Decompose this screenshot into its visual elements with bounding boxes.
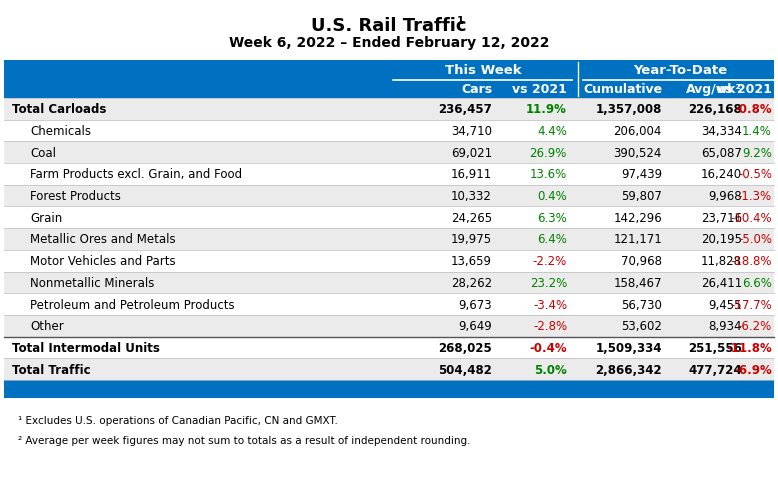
Text: 477,724: 477,724 xyxy=(689,363,742,376)
Text: 53,602: 53,602 xyxy=(621,320,662,333)
Text: Total Intermodal Units: Total Intermodal Units xyxy=(12,341,159,354)
Text: 1.4%: 1.4% xyxy=(742,125,772,138)
Text: 6.3%: 6.3% xyxy=(538,211,567,224)
Text: 121,171: 121,171 xyxy=(613,233,662,246)
Text: 26,411: 26,411 xyxy=(701,276,742,289)
Text: 9,968: 9,968 xyxy=(709,190,742,203)
Text: Chemicals: Chemicals xyxy=(30,125,91,138)
Text: 13,659: 13,659 xyxy=(451,255,492,268)
Text: Petroleum and Petroleum Products: Petroleum and Petroleum Products xyxy=(30,298,235,311)
Text: 23,716: 23,716 xyxy=(701,211,742,224)
Text: Year-To-Date: Year-To-Date xyxy=(633,64,727,77)
Text: 65,087: 65,087 xyxy=(701,146,742,159)
Text: vs 2021: vs 2021 xyxy=(717,84,772,96)
Text: Farm Products excl. Grain, and Food: Farm Products excl. Grain, and Food xyxy=(30,168,242,181)
Text: Other: Other xyxy=(30,320,64,333)
Text: 34,710: 34,710 xyxy=(451,125,492,138)
Text: 16,240: 16,240 xyxy=(701,168,742,181)
Text: 1,509,334: 1,509,334 xyxy=(595,341,662,354)
Text: 70,968: 70,968 xyxy=(621,255,662,268)
Text: 251,556: 251,556 xyxy=(688,341,742,354)
Text: 59,807: 59,807 xyxy=(621,190,662,203)
Text: vs 2021: vs 2021 xyxy=(512,84,567,96)
Text: -11.8%: -11.8% xyxy=(726,341,772,354)
Text: 69,021: 69,021 xyxy=(451,146,492,159)
Text: 9,455: 9,455 xyxy=(709,298,742,311)
Text: 9,673: 9,673 xyxy=(458,298,492,311)
Text: Forest Products: Forest Products xyxy=(30,190,121,203)
Text: Cumulative: Cumulative xyxy=(583,84,662,96)
Text: 6.4%: 6.4% xyxy=(537,233,567,246)
Text: -10.4%: -10.4% xyxy=(731,211,772,224)
Text: Coal: Coal xyxy=(30,146,56,159)
Text: -5.0%: -5.0% xyxy=(738,233,772,246)
Text: 6.6%: 6.6% xyxy=(742,276,772,289)
Text: 9.2%: 9.2% xyxy=(742,146,772,159)
Text: -0.4%: -0.4% xyxy=(529,341,567,354)
Text: 5.0%: 5.0% xyxy=(534,363,567,376)
Text: -2.2%: -2.2% xyxy=(533,255,567,268)
Text: -17.7%: -17.7% xyxy=(731,298,772,311)
Text: 24,265: 24,265 xyxy=(451,211,492,224)
Text: Total Traffic: Total Traffic xyxy=(12,363,90,376)
Text: 158,467: 158,467 xyxy=(614,276,662,289)
Text: -18.8%: -18.8% xyxy=(731,255,772,268)
Text: 23.2%: 23.2% xyxy=(530,276,567,289)
Text: U.S. Rail Traffic: U.S. Rail Traffic xyxy=(311,17,467,35)
Text: 2,866,342: 2,866,342 xyxy=(595,363,662,376)
Text: 9,649: 9,649 xyxy=(458,320,492,333)
Text: 56,730: 56,730 xyxy=(621,298,662,311)
Text: 28,262: 28,262 xyxy=(451,276,492,289)
Text: Metallic Ores and Metals: Metallic Ores and Metals xyxy=(30,233,176,246)
Text: 8,934: 8,934 xyxy=(709,320,742,333)
Text: 13.6%: 13.6% xyxy=(530,168,567,181)
Text: -1.3%: -1.3% xyxy=(738,190,772,203)
Text: 10,332: 10,332 xyxy=(451,190,492,203)
Text: 236,457: 236,457 xyxy=(438,103,492,116)
Text: -6.9%: -6.9% xyxy=(734,363,772,376)
Text: 390,524: 390,524 xyxy=(614,146,662,159)
Text: Nonmetallic Minerals: Nonmetallic Minerals xyxy=(30,276,154,289)
Text: This Week: This Week xyxy=(445,64,522,77)
Text: 1: 1 xyxy=(457,16,464,26)
Text: 504,482: 504,482 xyxy=(438,363,492,376)
Text: Motor Vehicles and Parts: Motor Vehicles and Parts xyxy=(30,255,176,268)
Text: 268,025: 268,025 xyxy=(438,341,492,354)
Text: 4.4%: 4.4% xyxy=(537,125,567,138)
Text: ¹ Excludes U.S. operations of Canadian Pacific, CN and GMXT.: ¹ Excludes U.S. operations of Canadian P… xyxy=(18,415,338,425)
Text: Grain: Grain xyxy=(30,211,62,224)
Text: -3.4%: -3.4% xyxy=(533,298,567,311)
Text: 11.9%: 11.9% xyxy=(526,103,567,116)
Text: 20,195: 20,195 xyxy=(701,233,742,246)
Text: Cars: Cars xyxy=(461,84,492,96)
Text: 11,828: 11,828 xyxy=(701,255,742,268)
Text: Total Carloads: Total Carloads xyxy=(12,103,107,116)
Text: 206,004: 206,004 xyxy=(614,125,662,138)
Text: 0.4%: 0.4% xyxy=(538,190,567,203)
Text: 19,975: 19,975 xyxy=(451,233,492,246)
Text: -6.2%: -6.2% xyxy=(738,320,772,333)
Text: 97,439: 97,439 xyxy=(621,168,662,181)
Text: 1,357,008: 1,357,008 xyxy=(596,103,662,116)
Text: Avg/wk²: Avg/wk² xyxy=(686,84,742,96)
Text: 34,334: 34,334 xyxy=(701,125,742,138)
Text: 26.9%: 26.9% xyxy=(530,146,567,159)
Text: -2.8%: -2.8% xyxy=(533,320,567,333)
Text: 226,168: 226,168 xyxy=(689,103,742,116)
Text: Week 6, 2022 – Ended February 12, 2022: Week 6, 2022 – Ended February 12, 2022 xyxy=(229,36,549,50)
Text: 142,296: 142,296 xyxy=(613,211,662,224)
Text: -0.5%: -0.5% xyxy=(738,168,772,181)
Text: -0.8%: -0.8% xyxy=(734,103,772,116)
Text: ² Average per week figures may not sum to totals as a result of independent roun: ² Average per week figures may not sum t… xyxy=(18,435,471,445)
Text: 16,911: 16,911 xyxy=(450,168,492,181)
